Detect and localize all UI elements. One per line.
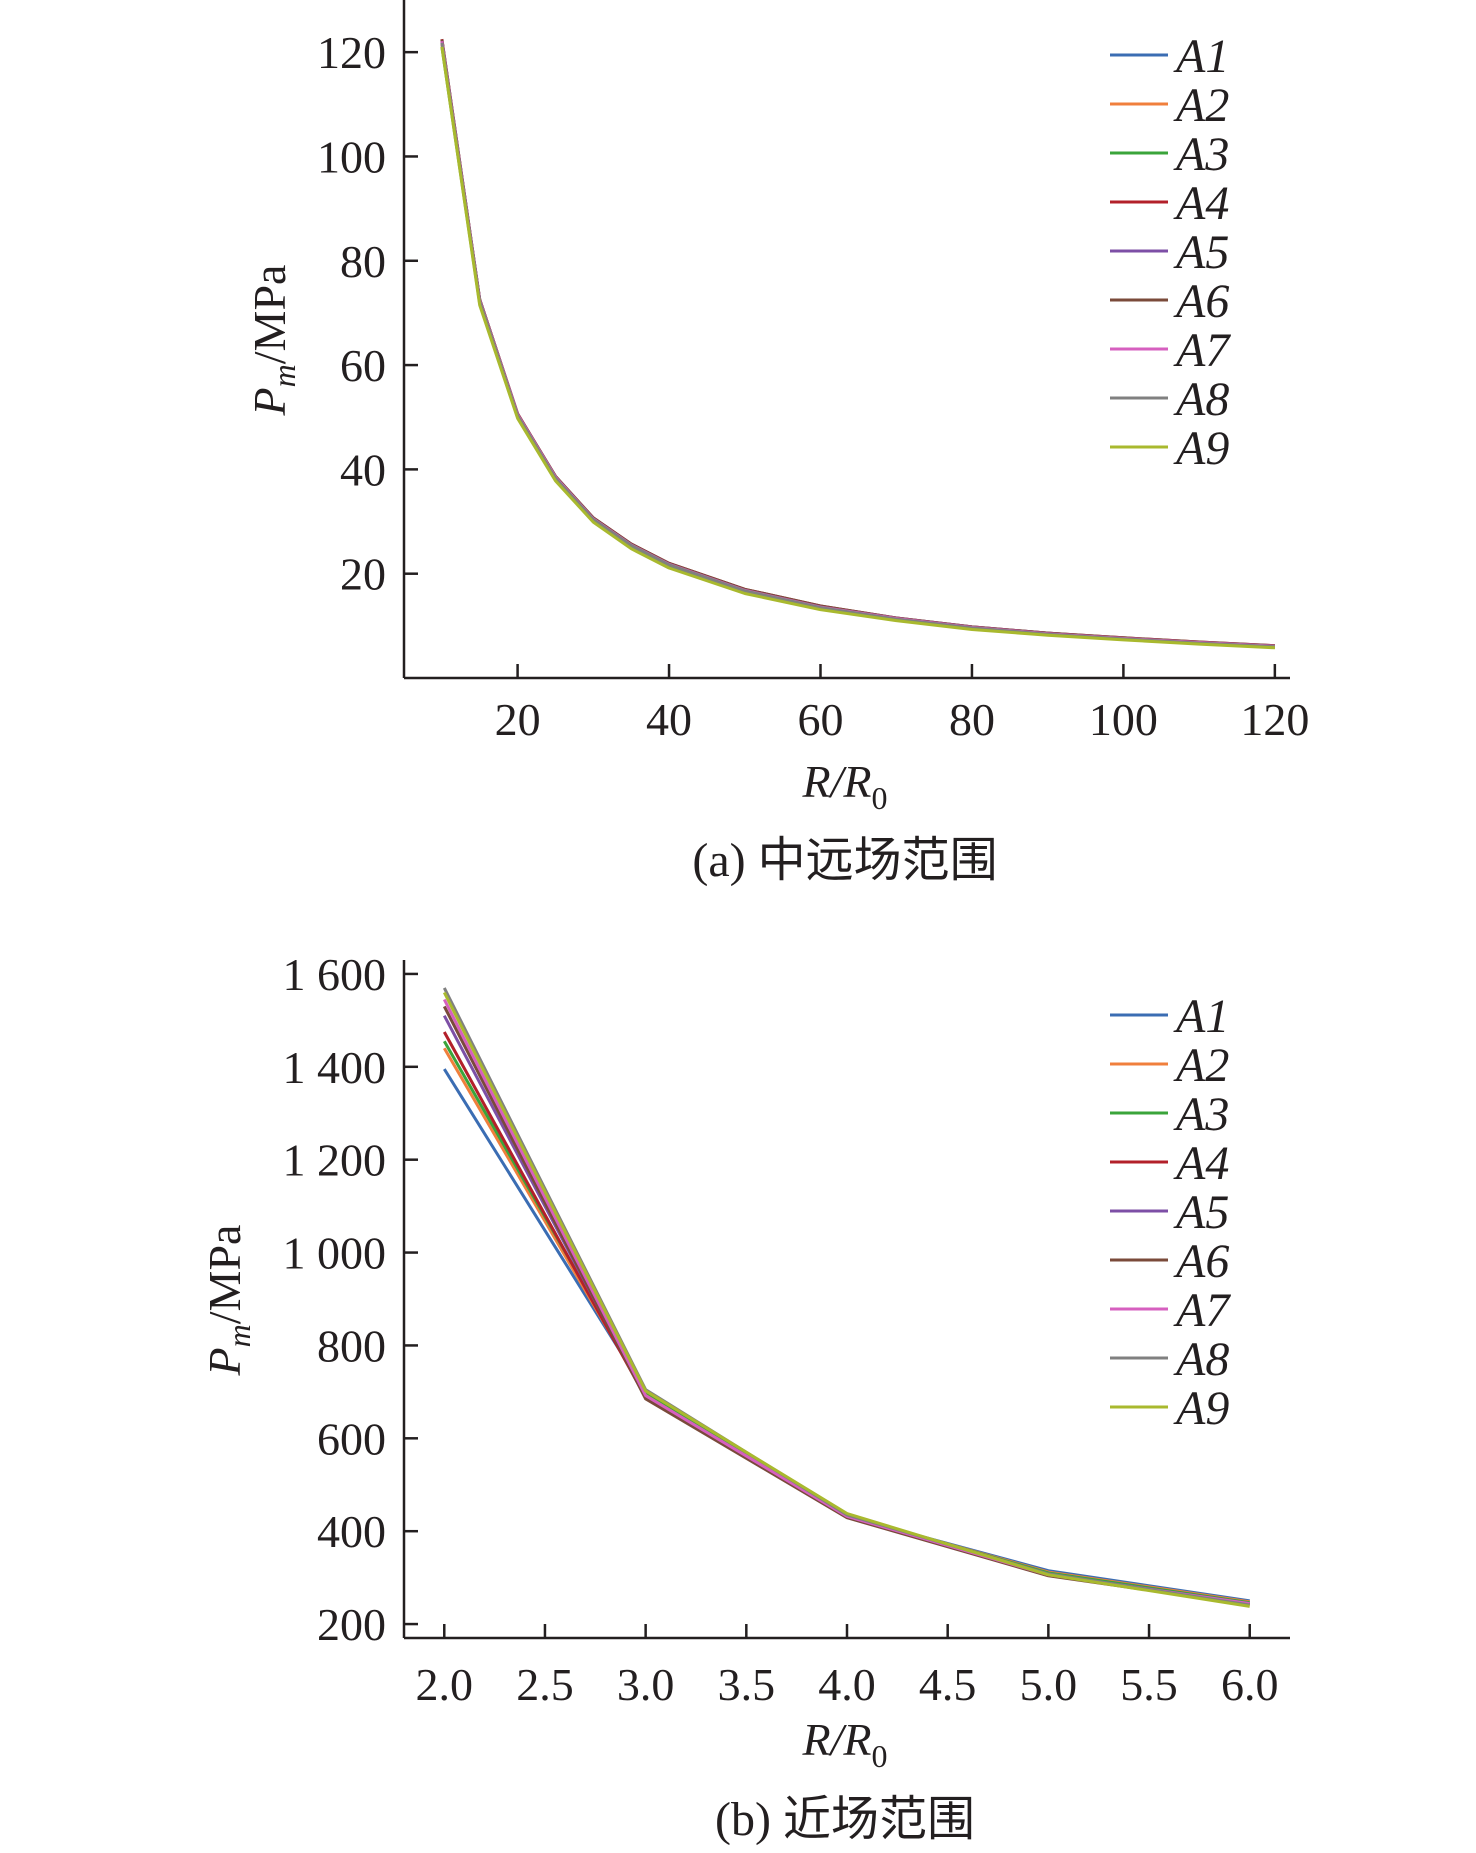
series-line-a1 — [443, 1068, 1250, 1603]
y-tick-label: 400 — [317, 1506, 386, 1557]
x-tick-label: 2.5 — [516, 1659, 574, 1710]
panel-a-caption: (a) 中远场范围 — [692, 834, 997, 887]
panel-b-axes — [402, 960, 1290, 1640]
panel-a-x-axis-label: R/R0 — [802, 756, 888, 816]
legend-label-a2: A2 — [1173, 1039, 1229, 1092]
series-line-a2 — [440, 44, 1275, 649]
x-tick-label: 100 — [1089, 694, 1158, 745]
panel-a-series-lines — [440, 38, 1275, 650]
x-tick-label: 60 — [797, 694, 843, 745]
series-line-a5 — [440, 39, 1275, 648]
legend-label-a9: A9 — [1173, 1382, 1229, 1435]
legend-label-a7: A7 — [1173, 324, 1231, 377]
x-tick-label: 4.0 — [818, 1659, 876, 1710]
panel-a-axes — [402, 0, 1290, 680]
legend-label-a3: A3 — [1173, 1088, 1229, 1141]
legend-label-a1: A1 — [1173, 30, 1229, 83]
series-line-a4 — [440, 38, 1275, 648]
x-tick-label: 120 — [1240, 694, 1309, 745]
y-tick-label: 40 — [340, 444, 386, 495]
legend-label-a6: A6 — [1173, 1235, 1229, 1288]
x-tick-label: 3.5 — [718, 1659, 776, 1710]
y-tick-label: 60 — [340, 340, 386, 391]
y-tick-label: 800 — [317, 1320, 386, 1371]
panel-b-ticks: 200 400 600 800 1 000 1 200 1 400 1 600 2.0 2.5 3.… — [283, 949, 1279, 1710]
y-tick-label: 200 — [317, 1599, 386, 1650]
legend-label-a4: A4 — [1173, 1137, 1229, 1190]
legend-label-a8: A8 — [1173, 1333, 1229, 1386]
series-line-a9 — [440, 46, 1275, 650]
y-tick-label: 120 — [317, 27, 386, 78]
legend-label-a9: A9 — [1173, 422, 1229, 475]
y-tick-label: 1 200 — [283, 1135, 387, 1186]
x-tick-label: 20 — [495, 694, 541, 745]
series-line-a1 — [440, 41, 1275, 648]
legend-label-a5: A5 — [1173, 226, 1229, 279]
y-tick-label: 20 — [340, 549, 386, 600]
x-tick-label: 5.0 — [1020, 1659, 1078, 1710]
x-tick-label: 40 — [646, 694, 692, 745]
y-tick-label: 600 — [317, 1413, 386, 1464]
legend-label-a5: A5 — [1173, 1186, 1229, 1239]
x-tick-label: 2.0 — [416, 1659, 474, 1710]
x-tick-label: 5.5 — [1120, 1659, 1178, 1710]
y-tick-label: 1 400 — [283, 1042, 387, 1093]
legend-label-a4: A4 — [1173, 177, 1229, 230]
series-line-a8 — [440, 42, 1275, 649]
panel-a-ticks: 20 40 60 80 100 120 20 40 60 80 100 120 — [317, 27, 1309, 745]
series-line-a9 — [442, 991, 1250, 1608]
y-tick-label: 80 — [340, 236, 386, 287]
series-line-a3 — [440, 46, 1275, 649]
legend-label-a1: A1 — [1173, 990, 1229, 1043]
panel-b-caption: (b) 近场范围 — [715, 1793, 975, 1846]
legend-label-a3: A3 — [1173, 128, 1229, 181]
legend-label-a8: A8 — [1173, 373, 1229, 426]
series-line-a6 — [440, 39, 1275, 648]
y-tick-label: 100 — [317, 131, 386, 182]
x-tick-label: 6.0 — [1221, 1659, 1279, 1710]
panel-b-x-axis-label: R/R0 — [802, 1714, 888, 1774]
legend-label-a2: A2 — [1173, 79, 1229, 132]
panel-a-y-axis-label: Pm/MPa — [244, 265, 302, 417]
legend-label-a7: A7 — [1173, 1284, 1231, 1337]
x-tick-label: 3.0 — [617, 1659, 675, 1710]
y-tick-label: 1 000 — [283, 1228, 387, 1279]
series-line-a7 — [440, 40, 1275, 648]
y-tick-label: 1 600 — [283, 949, 387, 1000]
panel-b-y-axis-label: Pm/MPa — [199, 1225, 257, 1377]
x-tick-label: 4.5 — [919, 1659, 977, 1710]
panel-b-series-lines — [442, 987, 1250, 1608]
panel-b-near-field-chart: 200 400 600 800 1 000 1 200 1 400 1 600 2.0 2.5 3.… — [199, 949, 1290, 1846]
legend-label-a6: A6 — [1173, 275, 1229, 328]
x-tick-label: 80 — [949, 694, 995, 745]
